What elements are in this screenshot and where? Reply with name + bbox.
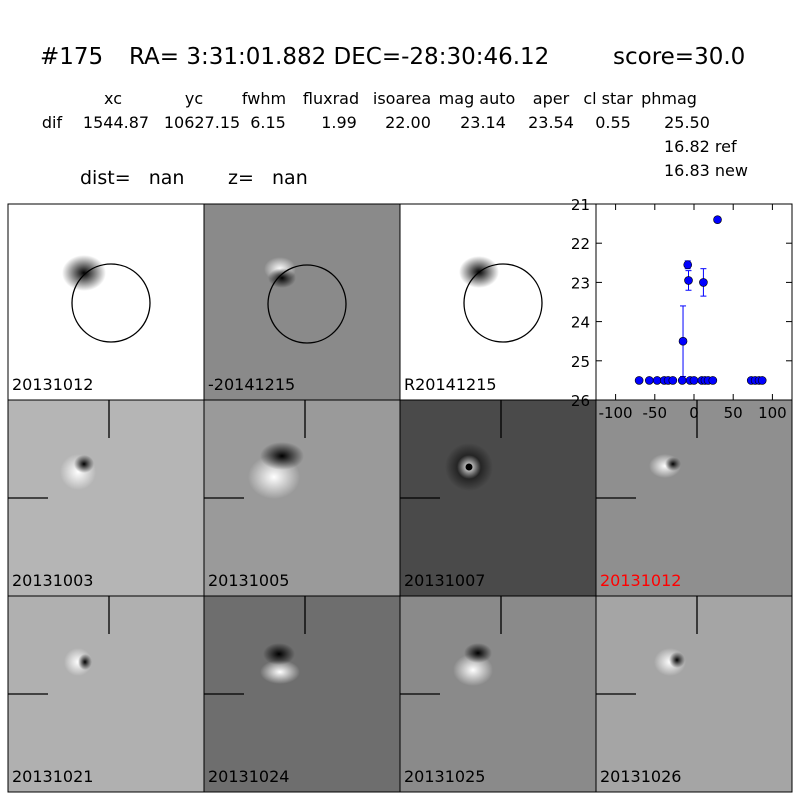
panel-label: -20141215 — [208, 375, 295, 394]
redshift: z= nan — [228, 167, 308, 189]
column-header: aper — [533, 89, 570, 108]
image-grid — [7, 203, 793, 793]
table-cell: 23.14 — [460, 113, 506, 132]
panel-label: 20131003 — [12, 571, 93, 590]
column-header: yc — [185, 89, 203, 108]
x-tick-label: -100 — [599, 404, 633, 422]
x-tick-label: -50 — [643, 404, 668, 422]
column-header: xc — [104, 89, 122, 108]
table-cell: 1.99 — [321, 113, 357, 132]
table-cell: 1544.87 — [83, 113, 149, 132]
table-cell: 0.55 — [595, 113, 631, 132]
mag-note: 16.82 ref — [664, 137, 737, 156]
light-curve: 21 22 23 24 25 26 — [571, 196, 793, 410]
table-cell: 10627.15 — [164, 113, 240, 132]
data-point — [683, 260, 693, 270]
table-cell: 23.54 — [528, 113, 574, 132]
y-tick-label: 21 — [571, 196, 590, 214]
image-panel — [399, 203, 597, 401]
column-header: isoarea — [373, 89, 431, 108]
title-id: #175 — [40, 44, 103, 70]
data-point — [634, 376, 644, 385]
x-tick-label: 0 — [689, 404, 699, 422]
panel-label: 20131024 — [208, 767, 289, 786]
image-panel — [203, 203, 401, 401]
x-tick-label: 50 — [724, 404, 743, 422]
data-point — [699, 278, 708, 287]
data-point — [713, 215, 722, 224]
column-header: cl star — [583, 89, 633, 108]
panel-label: 20131021 — [12, 767, 93, 786]
column-header: fwhm — [242, 89, 286, 108]
title-coords: RA= 3:31:01.882 DEC=-28:30:46.12 — [129, 44, 549, 70]
y-tick-label: 25 — [571, 353, 590, 371]
table-cell: 22.00 — [385, 113, 431, 132]
data-point — [668, 376, 678, 385]
table-cell: 6.15 — [250, 113, 286, 132]
row-label: dif — [42, 113, 63, 132]
table-cell: 25.50 — [664, 113, 710, 132]
title-score: score=30.0 — [613, 44, 745, 70]
y-tick-label: 24 — [571, 314, 590, 332]
data-point — [689, 376, 699, 385]
y-tick-label: 23 — [571, 274, 590, 292]
mag-note: 16.83 new — [664, 161, 748, 180]
data-point — [757, 376, 767, 385]
panel-label: 20131012 — [600, 571, 681, 590]
panel-label: 20131005 — [208, 571, 289, 590]
data-point — [678, 336, 688, 346]
column-header: fluxrad — [303, 89, 359, 108]
y-tick-label: 26 — [571, 392, 590, 410]
x-tick-label: 100 — [758, 404, 787, 422]
column-header: mag auto — [439, 89, 516, 108]
data-point — [677, 376, 687, 385]
image-panel — [7, 203, 205, 401]
panel-label: 20131012 — [12, 375, 93, 394]
panel-label: 20131026 — [600, 767, 681, 786]
data-point — [708, 376, 718, 385]
column-header: phmag — [641, 89, 697, 108]
data-point — [684, 276, 693, 285]
panel-label: R20141215 — [404, 375, 497, 394]
plot-area — [595, 203, 793, 401]
data-point — [645, 376, 654, 385]
dist: dist= nan — [80, 167, 184, 189]
y-tick-label: 22 — [571, 235, 590, 253]
panel-label: 20131007 — [404, 571, 485, 590]
panel-label: 20131025 — [404, 767, 485, 786]
